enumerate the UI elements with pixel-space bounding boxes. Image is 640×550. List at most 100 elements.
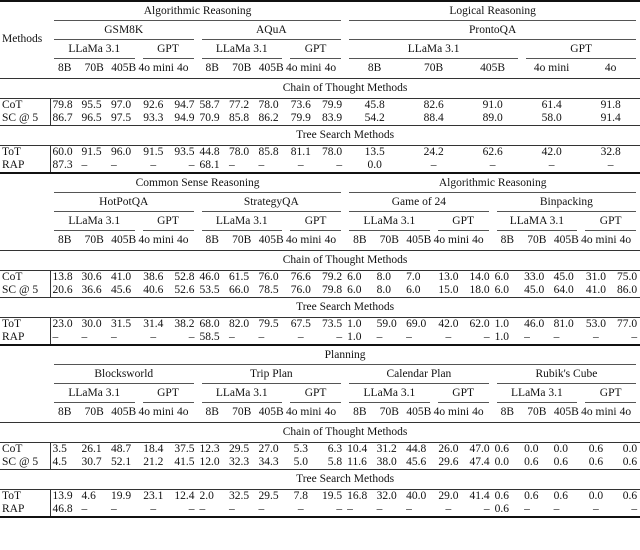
model-size-header: 70B: [232, 405, 252, 418]
model-size-header: 405B: [406, 233, 432, 246]
value-cell: 87.3: [50, 159, 80, 174]
empty-cell: [0, 78, 50, 99]
value-cell: 0.0: [610, 442, 640, 456]
value-cell: 34.3: [258, 455, 279, 468]
value-cell: 30.6: [79, 270, 109, 284]
value-cell: –: [551, 331, 582, 346]
value-cell: 53.5: [199, 283, 220, 296]
value-cell: 86.0: [617, 283, 638, 296]
table-row: CoT 3.5 26.1 48.7 18.4 37.5 12.3 29.5 27.0 5.3 6.3…: [0, 442, 640, 456]
table-row: SC @ 5 4.5 30.7 52.1 21.2 41.5 12.0 32.3 34.3 5.0…: [0, 456, 640, 470]
value-cell: 97.5: [111, 111, 132, 124]
model-size-header: 4o: [324, 405, 337, 418]
value-cell: 30.0: [79, 317, 109, 331]
value-cell: 94.7: [168, 98, 198, 112]
value-cell: 97.0: [109, 98, 139, 112]
model-size-header: 405B: [406, 405, 432, 418]
model-size-header: 4o mini: [286, 405, 322, 418]
value-cell: –: [610, 331, 640, 346]
value-cell: 0.0: [345, 159, 405, 174]
model-family-row: LLaMa 3.1 GPT LLaMa 3.1 GPT LLaMa 3.1 GPT: [0, 40, 640, 59]
value-cell: 79.9: [290, 111, 311, 124]
model-family-header: GPT: [434, 384, 493, 403]
value-cell: 82.6: [404, 98, 464, 112]
model-size-header: 4o: [324, 233, 337, 246]
value-cell: 88.4: [423, 111, 444, 124]
value-cell: –: [168, 503, 198, 518]
value-cell: 86.7: [52, 111, 73, 124]
value-cell: 66.0: [229, 283, 250, 296]
value-cell: 77.0: [610, 317, 640, 331]
model-family-header: GPT: [139, 40, 198, 59]
model-family-header: GPT: [522, 40, 640, 59]
value-cell: 32.3: [229, 455, 250, 468]
value-cell: 93.5: [168, 145, 198, 159]
model-family-header: LLaMa 3.1: [50, 40, 139, 59]
value-cell: 47.4: [469, 455, 490, 468]
value-cell: 82.0: [227, 317, 257, 331]
value-cell: 0.6: [581, 442, 611, 456]
value-cell: –: [168, 331, 198, 346]
table-row: SC @ 5 20.6 36.6 45.6 40.6 52.6 53.5 66.0 78.5 76…: [0, 284, 640, 298]
value-cell: 31.4: [138, 317, 168, 331]
model-family-header: GPT: [581, 384, 640, 403]
model-family-header: LLaMa 3.1: [198, 212, 287, 231]
category-header-row: Planning: [0, 344, 640, 423]
value-cell: 52.8: [168, 270, 198, 284]
value-cell: 46.8: [50, 503, 80, 518]
methods-header: [0, 344, 50, 423]
table-row: ToT 13.9 4.6 19.9 23.1 12.4 2.0 32.5 29.5 7.8 19.5…: [0, 489, 640, 503]
model-family-header: LLaMa 3.1: [493, 384, 582, 403]
value-cell: 26.0: [433, 442, 464, 456]
value-cell: 0.6: [522, 489, 552, 503]
model-family-header: GPT: [286, 40, 345, 59]
method-name: SC @ 5: [0, 112, 51, 126]
tree-search-section-row: Tree Search Methods: [0, 469, 640, 490]
value-cell: –: [168, 159, 198, 174]
table-row: SC @ 5 86.7 96.5 97.5 93.3 94.9 70.9 85.8 86.2 79…: [0, 112, 640, 126]
table-row: RAP 87.3– – – –68.1– – – –0.0– – – –: [0, 159, 640, 174]
value-cell: –: [79, 159, 109, 174]
value-cell: –: [581, 159, 640, 174]
value-cell: 41.4: [463, 489, 493, 503]
model-size-header: 70B: [84, 405, 104, 418]
model-family-header: LLaMA 3.1: [493, 212, 582, 231]
value-cell: 1.0: [492, 317, 523, 331]
value-cell: 19.5: [315, 489, 346, 503]
method-name: SC @ 5: [0, 456, 51, 470]
value-cell: 12.0: [199, 455, 220, 468]
value-cell: –: [227, 331, 257, 346]
value-cell: 76.0: [256, 270, 286, 284]
dataset-header: Binpacking: [493, 193, 640, 212]
value-cell: –: [463, 331, 493, 346]
value-cell: –: [404, 159, 464, 174]
model-size-header: 4o: [472, 405, 484, 418]
model-family-header: GPT: [434, 212, 493, 231]
value-cell: 36.6: [81, 283, 102, 296]
value-cell: 40.6: [143, 283, 164, 296]
method-name: ToT: [0, 145, 51, 159]
tree-search-section-row: Tree Search Methods: [0, 125, 640, 146]
value-cell: –: [433, 331, 464, 346]
value-cell: 0.6: [551, 489, 582, 503]
value-cell: 73.6: [286, 98, 316, 112]
dataset-header: GSM8K: [50, 21, 198, 40]
value-cell: –: [286, 331, 316, 346]
empty-cell: [0, 250, 50, 271]
model-size-header: 405B: [553, 405, 579, 418]
value-cell: –: [138, 331, 168, 346]
value-cell: 0.6: [588, 455, 604, 468]
model-family-header: GPT: [139, 384, 198, 403]
value-cell: 1.0: [492, 331, 523, 346]
methods-header: [0, 172, 50, 251]
value-cell: 13.0: [433, 270, 464, 284]
model-size-header: 4o: [472, 233, 484, 246]
value-cell: 47.0: [463, 442, 493, 456]
value-cell: 44.8: [197, 145, 227, 159]
category-header-row: Common Sense Reasoning Algorithmic Reason…: [0, 172, 640, 251]
value-cell: 30.7: [81, 455, 102, 468]
model-size-header: 70B: [379, 233, 399, 246]
dataset-header: AQuA: [198, 21, 346, 40]
model-size-row: 8B 70B 405B 4o mini 4o 8B 70B 405B 4o mini 4o 8B 70…: [0, 231, 640, 251]
value-cell: –: [522, 503, 552, 518]
